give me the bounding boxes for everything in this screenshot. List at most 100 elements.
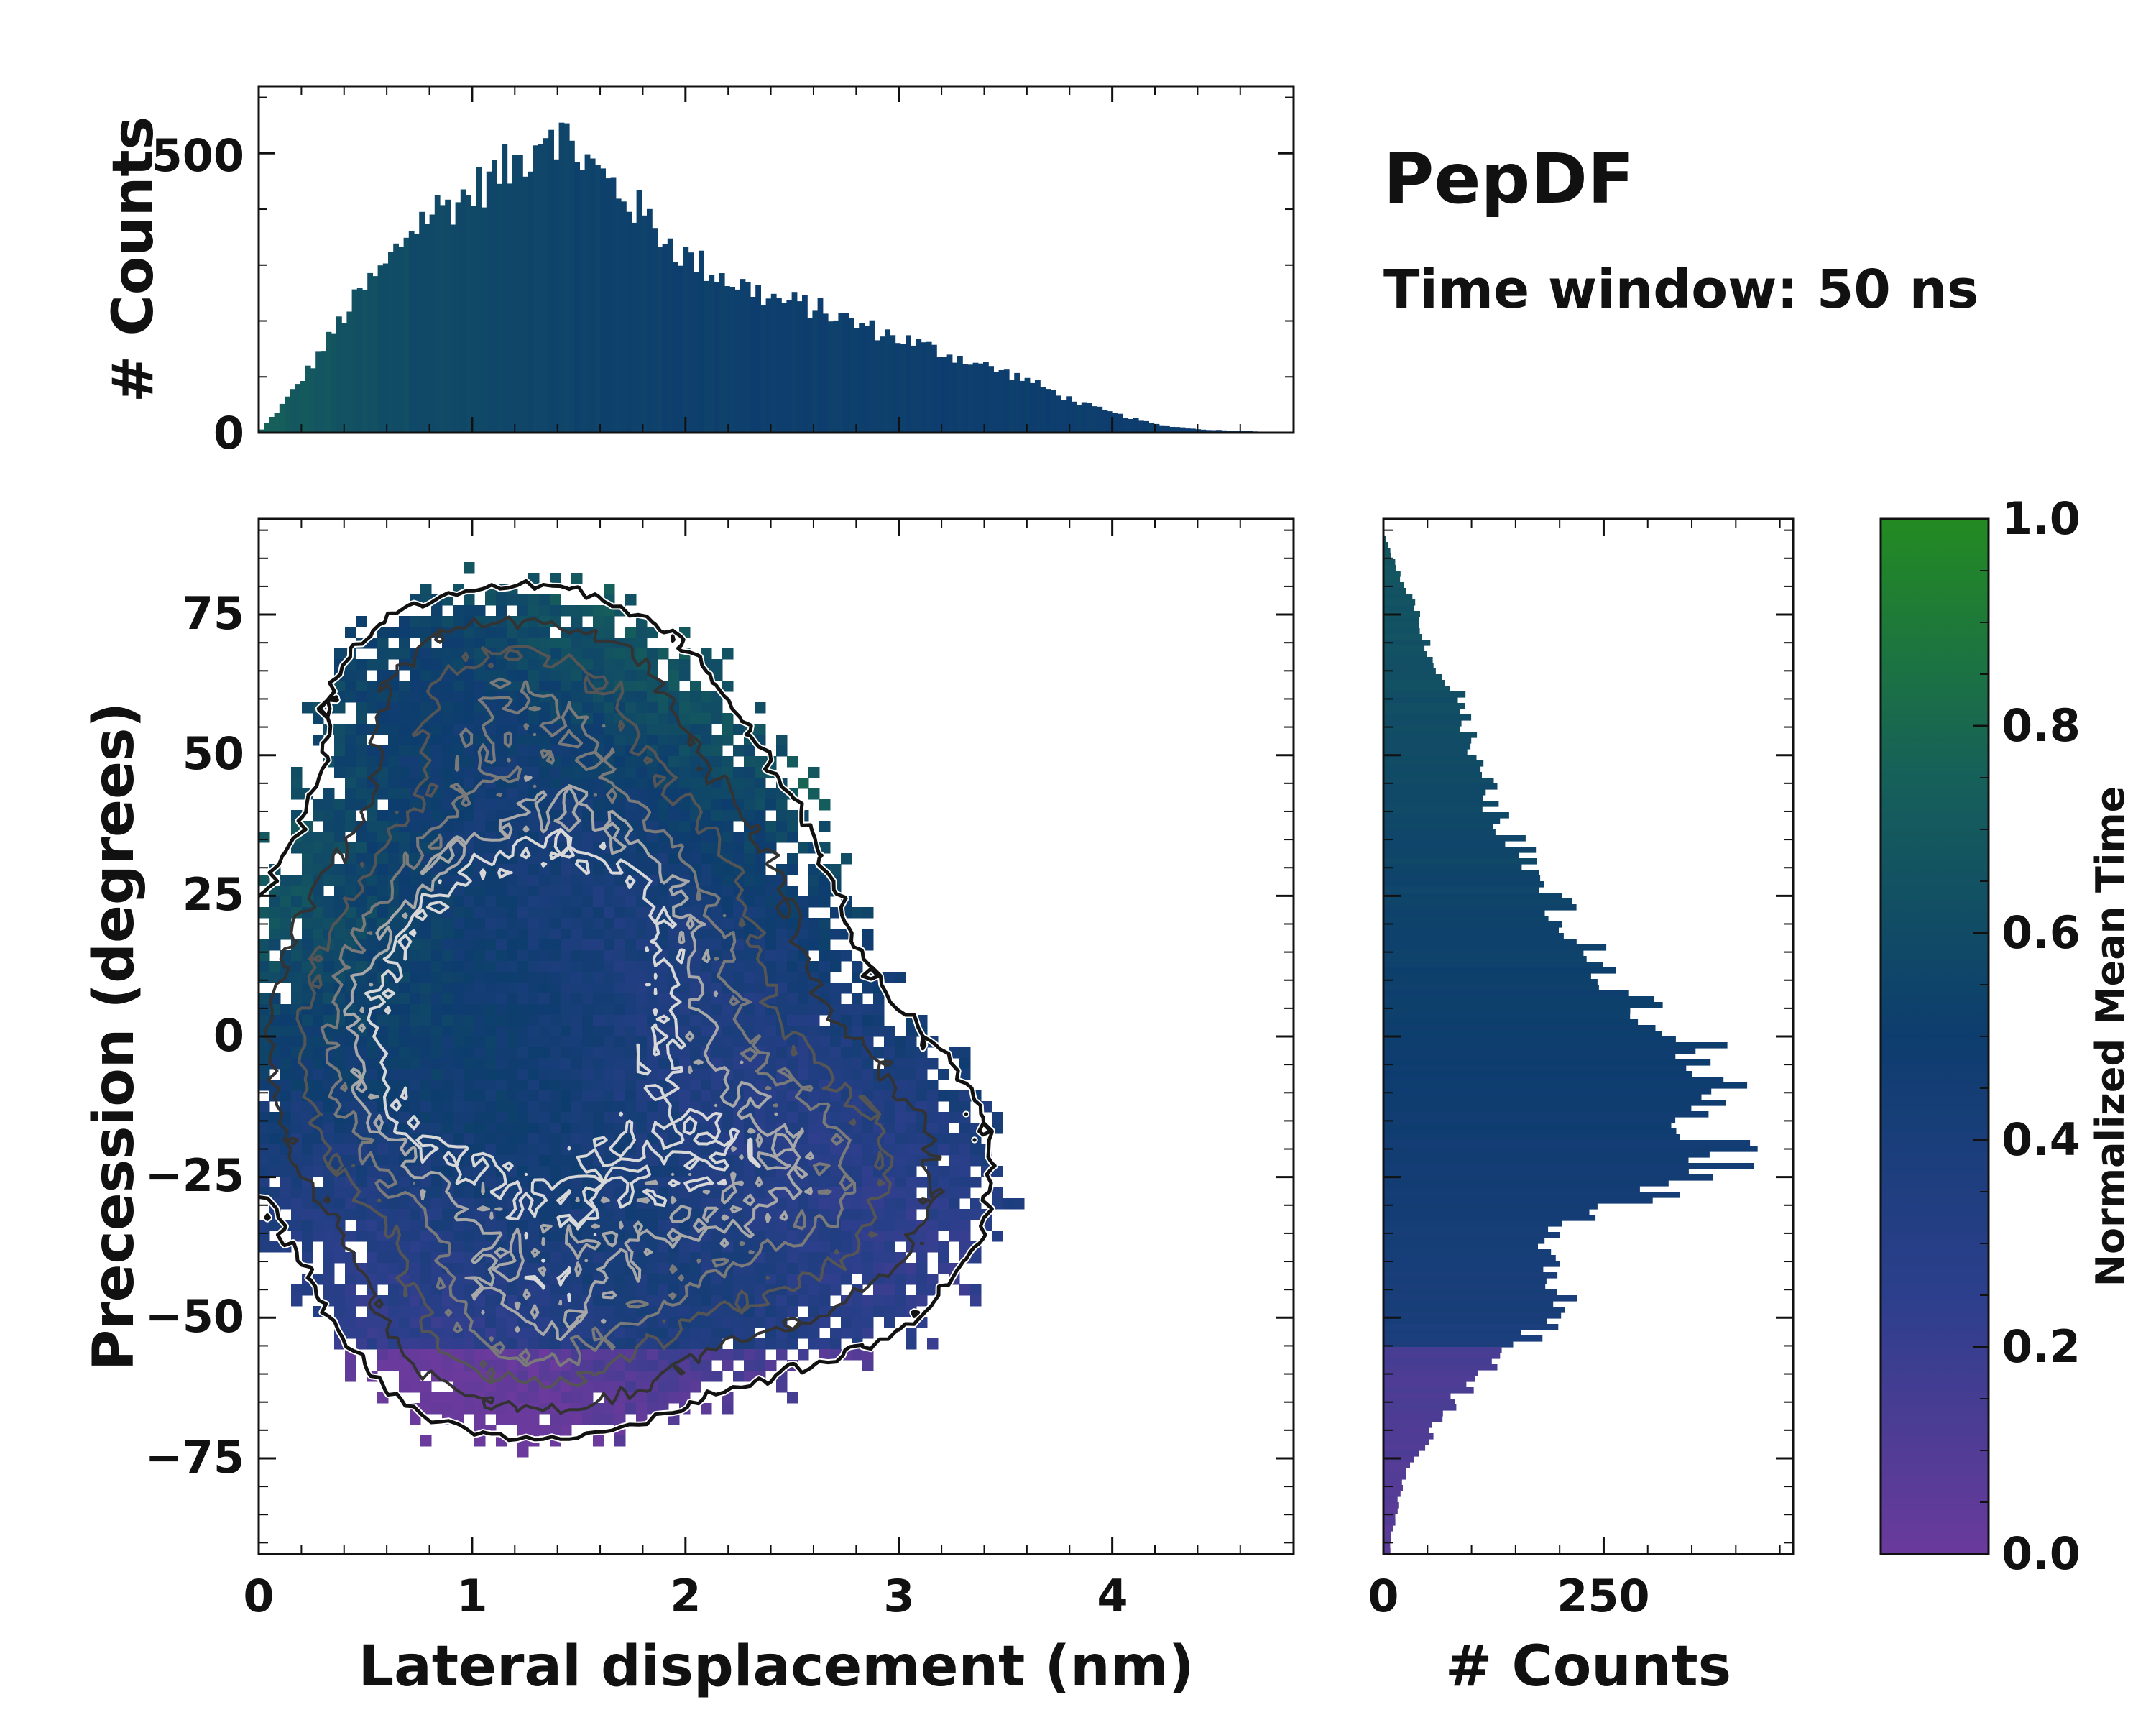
heatmap-cell (722, 756, 734, 768)
heatmap-cell (528, 1338, 540, 1350)
heatmap-cell (658, 842, 669, 854)
heatmap-cell (614, 1036, 626, 1048)
heatmap-cell (517, 1392, 529, 1404)
heatmap-cell (787, 853, 798, 865)
right-histogram-bar (1383, 1071, 1692, 1077)
xtick-label: 2 (670, 1570, 701, 1622)
top-histogram-frame (257, 85, 1295, 434)
heatmap-cell (259, 1166, 270, 1177)
heatmap-cell (550, 1133, 561, 1145)
heatmap-cell (399, 648, 410, 660)
heatmap-cell (313, 1230, 324, 1242)
heatmap-cell (550, 638, 561, 649)
heatmap-cell (755, 810, 766, 822)
heatmap-cell (291, 1209, 303, 1220)
heatmap-cell (539, 1123, 550, 1134)
heatmap-cell (819, 1026, 831, 1037)
heatmap-cell (884, 972, 895, 983)
heatmap-cell (550, 1069, 561, 1080)
heatmap-cell (916, 1133, 928, 1145)
heatmap-cell (722, 983, 734, 994)
heatmap-cell (259, 1155, 270, 1167)
heatmap-cell (679, 1241, 691, 1253)
heatmap-cell (614, 1403, 626, 1414)
top-histogram-bar (279, 403, 285, 433)
heatmap-cell (604, 1080, 615, 1091)
heatmap-cell (895, 1047, 906, 1059)
right-histogram-bar (1383, 824, 1493, 830)
heatmap-cell (496, 767, 507, 778)
top-histogram-bar (1071, 401, 1077, 433)
heatmap-cell (539, 713, 550, 724)
heatmap-cell (399, 1069, 410, 1080)
heatmap-cell (679, 1306, 691, 1317)
heatmap-cell (550, 1047, 561, 1059)
heatmap-cell (658, 810, 669, 822)
heatmap-cell (604, 1381, 615, 1393)
heatmap-cell (507, 972, 518, 983)
heatmap-cell (679, 821, 691, 832)
heatmap-cell (636, 767, 648, 778)
heatmap-cell (852, 1328, 863, 1339)
heatmap-cell (453, 950, 464, 962)
heatmap-cell (442, 1209, 453, 1220)
right-histogram-bar (1383, 1439, 1429, 1445)
right-histogram-bar (1383, 858, 1537, 865)
heatmap-cell (431, 1198, 443, 1210)
heatmap-cell (852, 1015, 863, 1026)
heatmap-cell (668, 659, 680, 671)
heatmap-cell (464, 1381, 475, 1393)
heatmap-cell (647, 993, 658, 1005)
heatmap-cell (496, 1133, 507, 1145)
heatmap-cell (733, 1112, 745, 1123)
heatmap-cell (496, 1317, 507, 1328)
heatmap-cell (453, 1080, 464, 1091)
heatmap-cell (862, 1252, 874, 1264)
heatmap-cell (711, 875, 723, 886)
heatmap-cell (388, 1306, 400, 1317)
heatmap-cell (614, 756, 626, 768)
right-histogram-bar (1383, 1278, 1547, 1284)
heatmap-cell (906, 1155, 917, 1167)
right-histogram-bar (1383, 651, 1427, 658)
heatmap-cell (776, 1349, 788, 1361)
top-histogram-bar (931, 344, 937, 433)
heatmap-cell (528, 1090, 540, 1102)
heatmap-cell (722, 886, 734, 897)
heatmap-cell (280, 1177, 292, 1188)
right-histogram-bar (1383, 1226, 1549, 1233)
heatmap-cell (841, 1241, 852, 1253)
heatmap-cell (690, 1381, 701, 1393)
heatmap-cell (625, 842, 637, 854)
heatmap-cell (291, 886, 303, 897)
heatmap-cell (431, 1123, 443, 1134)
right-histogram-bar (1383, 726, 1460, 732)
heatmap-cell (323, 1123, 335, 1134)
heatmap-cell (528, 1036, 540, 1048)
heatmap-cell (334, 799, 346, 811)
top-histogram-bar (921, 342, 927, 433)
right-histogram-bar (1383, 1019, 1639, 1026)
heatmap-cell (755, 972, 766, 983)
heatmap-cell (636, 1123, 648, 1134)
heatmap-cell (388, 907, 400, 919)
heatmap-cell (474, 961, 486, 972)
right-histogram-bar (1383, 1376, 1475, 1382)
heatmap-cell (916, 1252, 928, 1264)
heatmap-cell (259, 993, 270, 1005)
heatmap-cell (755, 1004, 766, 1016)
heatmap-cell (345, 1036, 356, 1048)
right-histogram-bar (1383, 864, 1522, 870)
heatmap-cell (658, 1166, 669, 1177)
heatmap-cell (604, 659, 615, 671)
heatmap-cell (862, 939, 874, 951)
heatmap-cell (453, 1112, 464, 1123)
heatmap-cell (582, 1274, 594, 1285)
right-histogram-bar (1383, 1261, 1560, 1267)
heatmap-cell (367, 659, 378, 671)
heatmap-cell (755, 724, 766, 735)
heatmap-cell (765, 1036, 777, 1048)
heatmap-cell (517, 875, 529, 886)
heatmap-cell (862, 929, 874, 940)
heatmap-cell (464, 918, 475, 929)
